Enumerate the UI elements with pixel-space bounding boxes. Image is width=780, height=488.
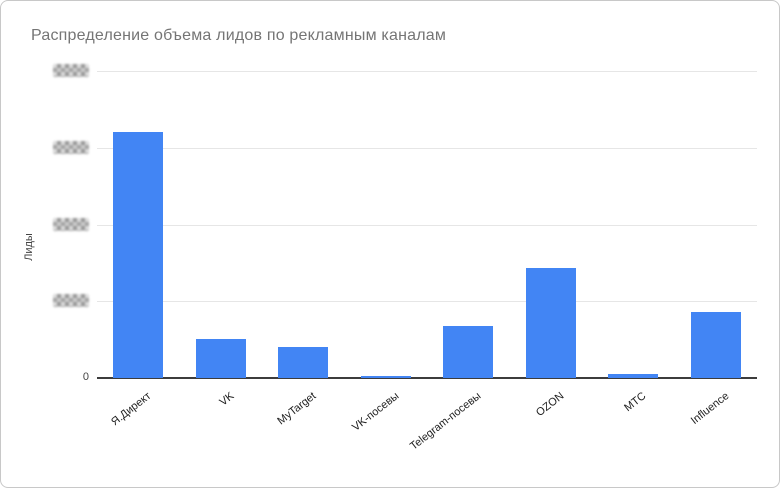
y-tick-label-redacted: [53, 64, 89, 77]
bar: [113, 132, 164, 378]
bar: [443, 325, 494, 378]
bar: [195, 338, 246, 378]
bar: [360, 375, 411, 378]
gridline: [97, 301, 757, 303]
y-tick-label-redacted: [53, 217, 89, 231]
chart-title: Распределение объема лидов по рекламным …: [31, 27, 447, 44]
y-axis-title: Лиды: [22, 233, 35, 261]
gridline: [97, 147, 757, 149]
gridline: [97, 71, 757, 72]
y-tick-label-redacted: [53, 294, 89, 308]
bar: [608, 374, 659, 378]
y-tick-label-redacted: [53, 140, 89, 154]
y-tick-label-zero: 0: [82, 371, 89, 383]
bar: [278, 347, 329, 378]
gridline: [97, 224, 757, 226]
bar: [690, 311, 741, 378]
x-axis-baseline: [97, 377, 757, 379]
bar: [525, 268, 576, 378]
